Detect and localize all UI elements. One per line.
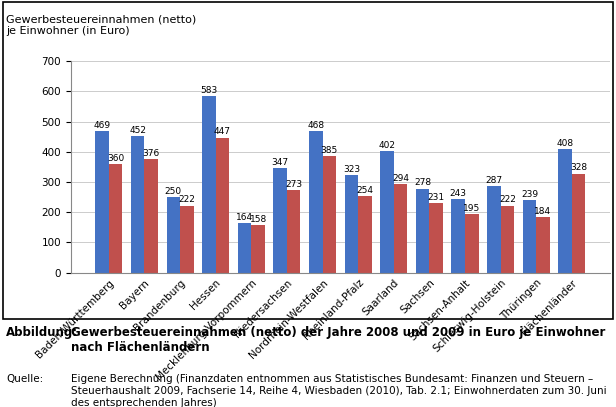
Text: 468: 468 [307,121,325,130]
Text: 243: 243 [450,189,467,198]
Text: 385: 385 [321,146,338,155]
Bar [558,149,572,273]
Bar [251,225,265,273]
Bar [572,173,585,273]
Bar [309,131,323,273]
Bar [145,159,158,273]
Text: 452: 452 [129,126,146,135]
Text: 360: 360 [107,153,124,163]
Bar [358,196,371,273]
Bar [429,203,443,273]
Text: 250: 250 [164,187,182,196]
Text: 164: 164 [236,213,253,222]
Bar [452,199,465,273]
Text: 278: 278 [414,178,431,188]
Text: je Einwohner (in Euro): je Einwohner (in Euro) [6,26,130,37]
Text: Abbildung:: Abbildung: [6,326,78,339]
Text: Gewerbesteuereinnahmen (netto) der Jahre 2008 und 2009 in Euro je Einwohner
nach: Gewerbesteuereinnahmen (netto) der Jahre… [71,326,605,354]
Text: 254: 254 [357,186,373,195]
Bar [487,186,501,273]
Text: 195: 195 [463,204,480,212]
Text: 294: 294 [392,174,409,183]
Text: Eigene Berechnung (Finanzdaten entnommen aus Statistisches Bundesamt: Finanzen u: Eigene Berechnung (Finanzdaten entnommen… [71,374,607,407]
Text: 287: 287 [485,176,503,185]
Bar [238,223,251,273]
Bar [522,200,536,273]
Text: 158: 158 [249,215,267,224]
Bar [202,96,216,273]
Text: 184: 184 [535,207,551,216]
Text: 231: 231 [428,193,445,201]
Text: 328: 328 [570,163,587,172]
Bar [344,175,358,273]
Text: 447: 447 [214,127,231,136]
Text: 222: 222 [499,195,516,204]
Bar [95,131,109,273]
Text: 323: 323 [343,165,360,174]
Text: 376: 376 [143,149,160,158]
Bar [323,156,336,273]
Bar [416,188,429,273]
Bar [394,184,407,273]
Bar [274,168,287,273]
Text: 273: 273 [285,180,302,189]
Text: 402: 402 [378,141,395,150]
Bar [287,190,301,273]
Text: 239: 239 [521,190,538,199]
Text: Gewerbesteuereinnahmen (netto): Gewerbesteuereinnahmen (netto) [6,14,197,24]
Bar [109,164,123,273]
Text: Quelle:: Quelle: [6,374,43,385]
Bar [216,138,229,273]
Text: 469: 469 [94,121,111,130]
Bar [465,214,479,273]
Bar [380,151,394,273]
Bar [501,206,514,273]
Text: 347: 347 [272,158,289,166]
Bar [131,136,145,273]
Bar [536,217,549,273]
Text: 408: 408 [556,139,573,148]
Bar [180,206,193,273]
Text: 222: 222 [179,195,195,204]
Bar [166,197,180,273]
Text: 583: 583 [200,86,217,95]
